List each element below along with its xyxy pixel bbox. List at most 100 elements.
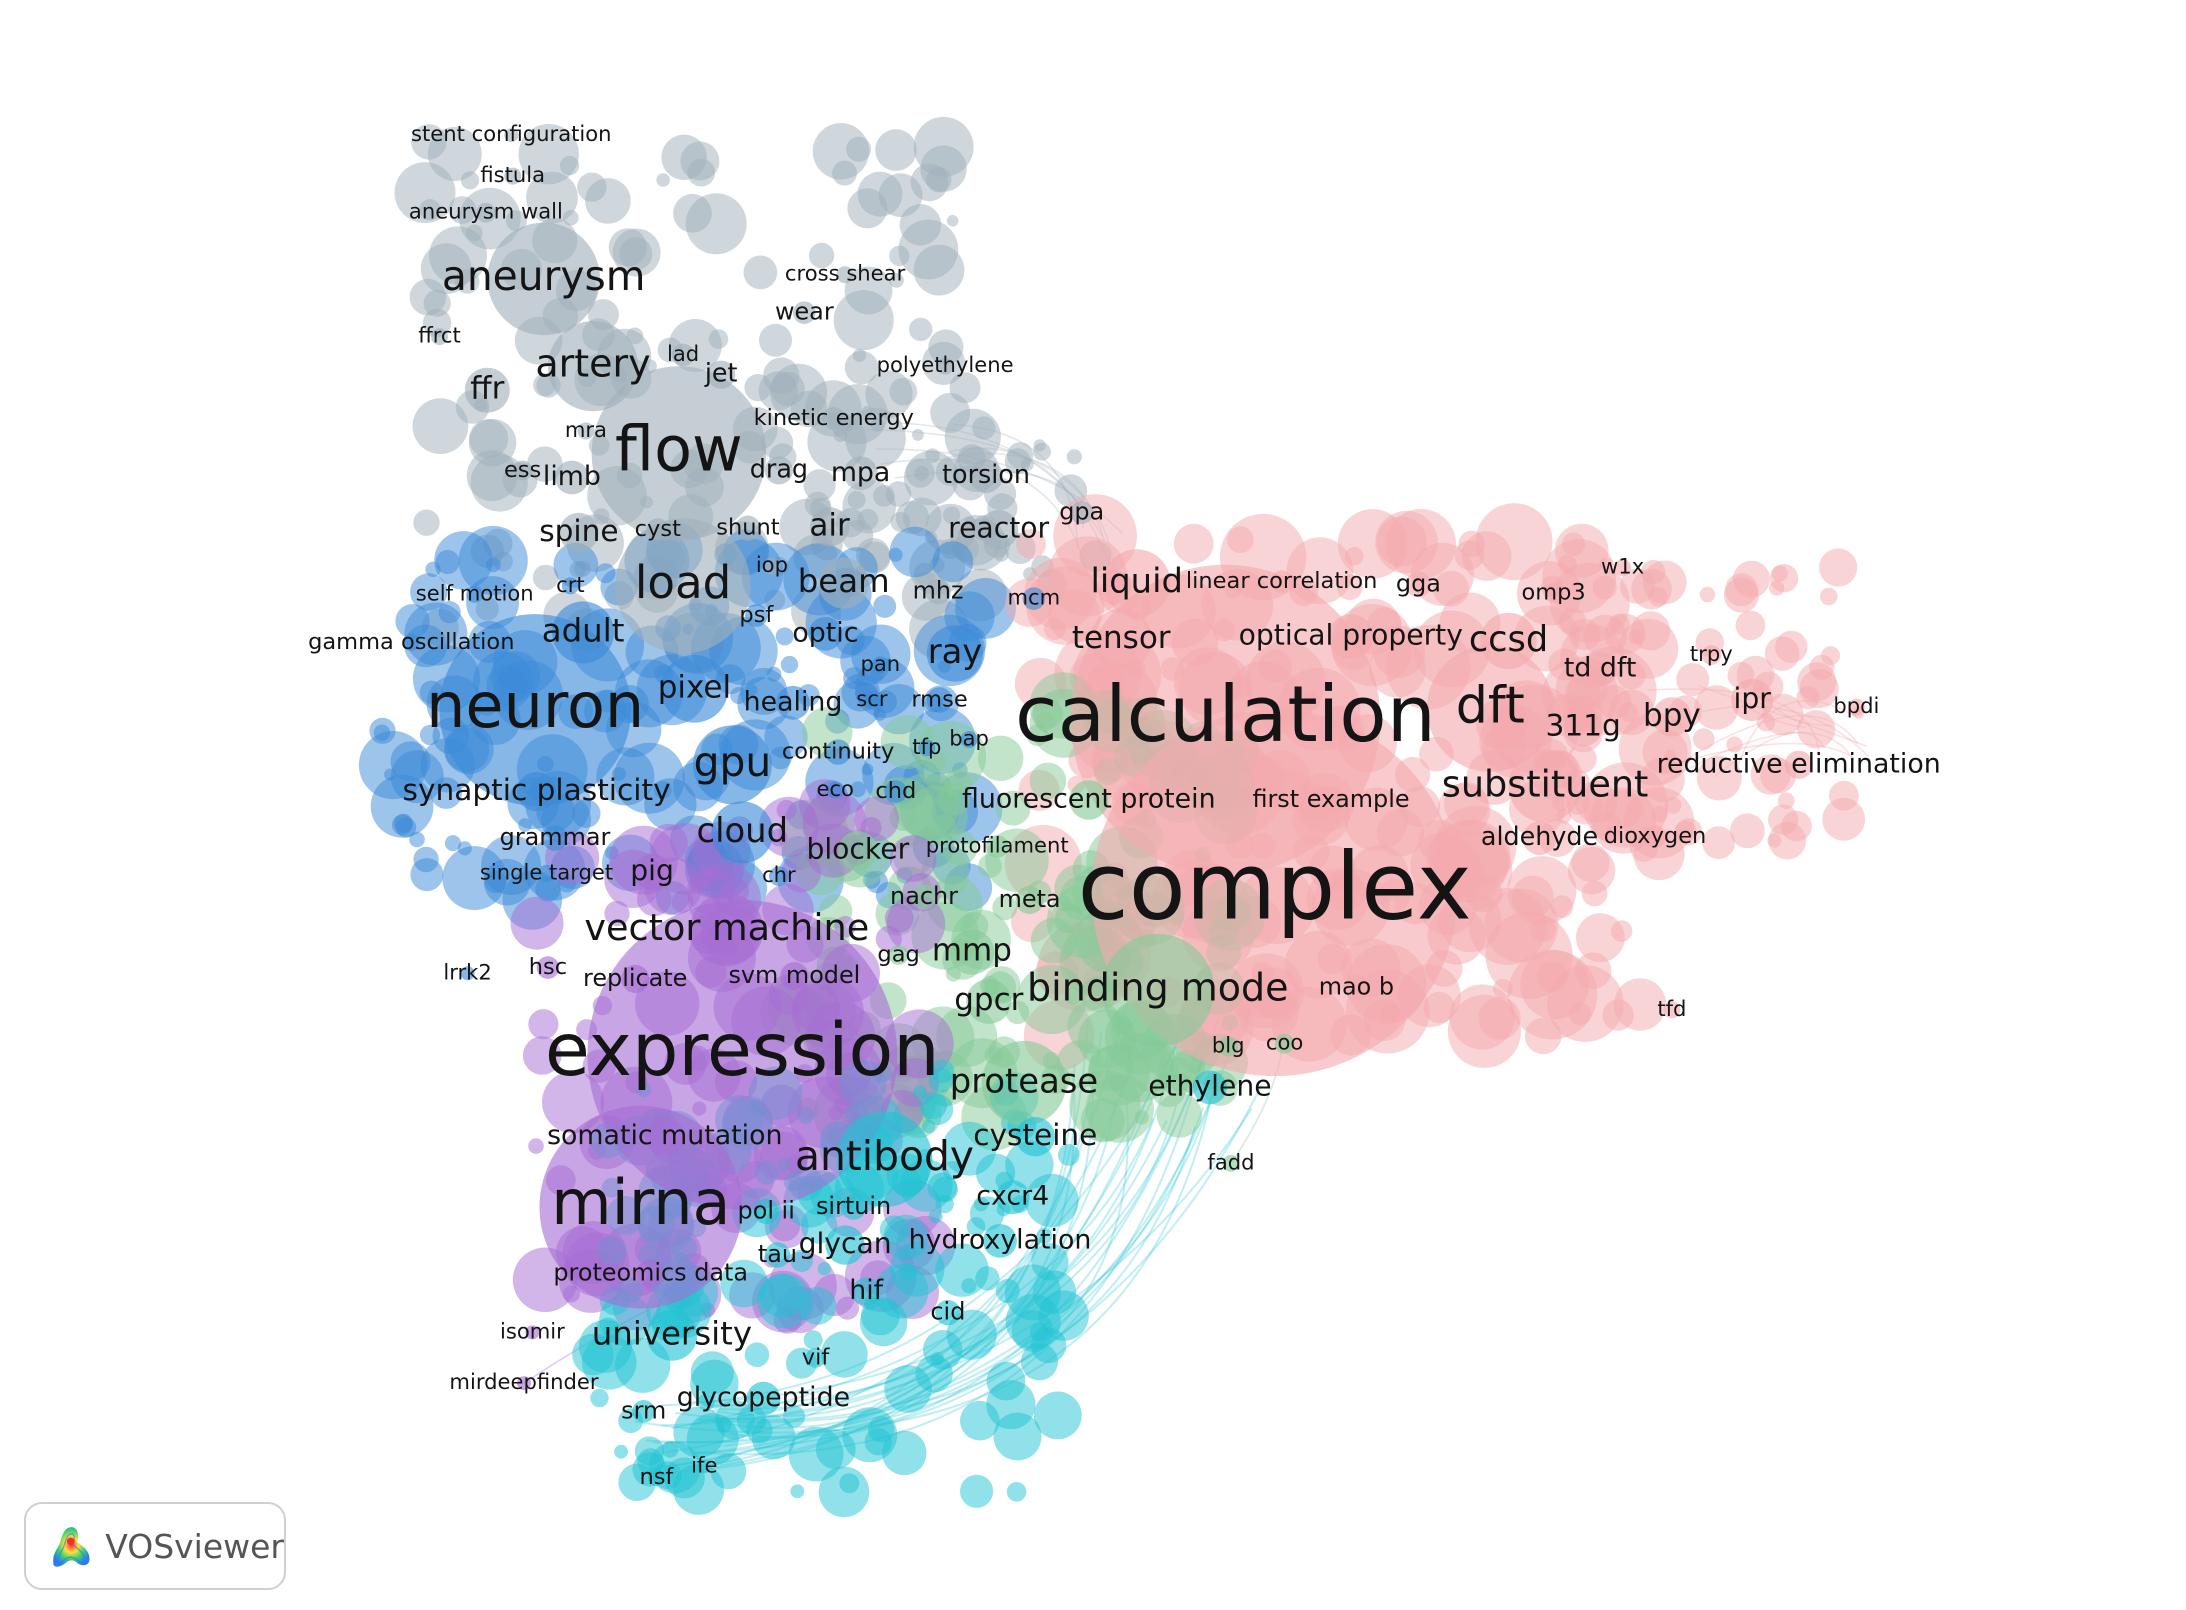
term-bubble[interactable] — [466, 585, 484, 603]
term-label[interactable]: bap — [949, 726, 989, 751]
term-bubble[interactable] — [843, 456, 878, 491]
term-label[interactable]: replicate — [583, 964, 687, 992]
term-bubble[interactable] — [840, 1194, 867, 1220]
node-bubble[interactable] — [764, 715, 808, 759]
node-bubble[interactable] — [847, 188, 888, 229]
node-bubble[interactable] — [1025, 1173, 1079, 1228]
node-bubble[interactable] — [510, 896, 564, 950]
term-label[interactable]: psf — [739, 602, 774, 628]
term-label[interactable]: fluorescent protein — [962, 784, 1216, 815]
term-label[interactable]: reductive elimination — [1657, 748, 1941, 779]
node-bubble[interactable] — [808, 242, 835, 269]
node-bubble[interactable] — [656, 173, 670, 187]
term-label[interactable]: mirdeepfinder — [449, 1369, 598, 1394]
term-bubble[interactable] — [1193, 1070, 1227, 1105]
node-bubble[interactable] — [690, 1359, 739, 1409]
term-label[interactable]: omp3 — [1521, 580, 1585, 606]
term-label[interactable]: tfd — [1657, 996, 1686, 1021]
term-bubble[interactable] — [711, 801, 774, 864]
node-bubble[interactable] — [654, 781, 672, 799]
term-label[interactable]: eco — [816, 776, 853, 801]
term-label[interactable]: scr — [856, 686, 888, 711]
term-label[interactable]: binding mode — [1027, 966, 1289, 1010]
node-bubble[interactable] — [960, 1400, 1000, 1441]
node-bubble[interactable] — [1548, 648, 1580, 681]
term-bubble[interactable] — [818, 557, 870, 609]
node-bubble[interactable] — [1822, 797, 1866, 841]
term-label[interactable]: reactor — [948, 512, 1049, 545]
term-bubble[interactable] — [949, 929, 995, 975]
term-label[interactable]: gga — [1396, 570, 1441, 598]
term-bubble[interactable] — [763, 557, 781, 575]
term-bubble[interactable] — [671, 343, 695, 367]
term-bubble[interactable] — [487, 222, 600, 336]
node-bubble[interactable] — [864, 1428, 892, 1456]
node-bubble[interactable] — [1026, 724, 1049, 747]
term-bubble[interactable] — [1070, 501, 1093, 524]
node-bubble[interactable] — [900, 1263, 917, 1280]
node-bubble[interactable] — [1599, 557, 1613, 571]
term-label[interactable]: proteomics data — [553, 1258, 748, 1286]
node-bubble[interactable] — [409, 831, 425, 848]
term-label[interactable]: pol ii — [738, 1196, 795, 1224]
node-bubble[interactable] — [972, 416, 996, 440]
node-bubble[interactable] — [803, 469, 836, 502]
term-label[interactable]: mcm — [1007, 585, 1060, 610]
node-bubble[interactable] — [1631, 611, 1671, 651]
term-bubble[interactable] — [645, 1117, 685, 1157]
node-bubble[interactable] — [1033, 1391, 1082, 1440]
node-bubble[interactable] — [1044, 617, 1066, 640]
term-bubble[interactable] — [1222, 1154, 1240, 1172]
term-bubble[interactable] — [969, 459, 1003, 493]
node-bubble[interactable] — [851, 624, 911, 684]
term-bubble[interactable] — [1090, 608, 1153, 671]
term-label[interactable]: load — [635, 556, 731, 609]
term-label[interactable]: glycan — [799, 1227, 892, 1260]
node-bubble[interactable] — [1447, 994, 1521, 1068]
term-label[interactable]: ccsd — [1469, 619, 1548, 660]
term-bubble[interactable] — [402, 633, 420, 651]
term-bubble[interactable] — [633, 853, 671, 891]
node-bubble[interactable] — [460, 171, 480, 190]
term-bubble[interactable] — [838, 831, 878, 871]
node-bubble[interactable] — [484, 871, 507, 894]
node-bubble[interactable] — [884, 1009, 954, 1079]
node-bubble[interactable] — [1651, 805, 1668, 823]
term-label[interactable]: crt — [556, 572, 585, 597]
node-bubble[interactable] — [759, 323, 792, 357]
term-bubble[interactable] — [966, 978, 1012, 1024]
node-bubble[interactable] — [1524, 1017, 1562, 1055]
term-bubble[interactable] — [1701, 645, 1722, 665]
node-bubble[interactable] — [763, 357, 800, 394]
node-bubble[interactable] — [890, 511, 911, 532]
term-label[interactable]: srm — [621, 1396, 666, 1424]
term-bubble[interactable] — [746, 1381, 781, 1416]
term-label[interactable]: shunt — [716, 515, 780, 541]
term-label[interactable]: healing — [744, 686, 843, 717]
term-bubble[interactable] — [504, 167, 522, 185]
term-label[interactable]: aneurysm — [442, 252, 646, 300]
node-bubble[interactable] — [932, 541, 974, 583]
node-bubble[interactable] — [1336, 574, 1363, 601]
term-bubble[interactable] — [561, 577, 579, 595]
term-label[interactable]: university — [592, 1314, 752, 1352]
term-bubble[interactable] — [1784, 750, 1813, 779]
node-bubble[interactable] — [527, 446, 563, 483]
node-bubble[interactable] — [608, 228, 647, 267]
term-bubble[interactable] — [1343, 974, 1370, 1001]
term-label[interactable]: cid — [930, 1298, 965, 1326]
node-bubble[interactable] — [1608, 613, 1630, 635]
node-bubble[interactable] — [410, 858, 444, 892]
term-label[interactable]: chr — [762, 862, 796, 887]
term-bubble[interactable] — [555, 460, 589, 495]
term-bubble[interactable] — [935, 1300, 961, 1326]
node-bubble[interactable] — [637, 881, 672, 917]
node-bubble[interactable] — [913, 244, 965, 296]
node-bubble[interactable] — [969, 1196, 1005, 1231]
term-label[interactable]: adult — [542, 611, 625, 649]
node-bubble[interactable] — [874, 1264, 929, 1319]
node-bubble[interactable] — [572, 1333, 614, 1376]
term-bubble[interactable] — [995, 1180, 1030, 1215]
node-bubble[interactable] — [518, 124, 579, 185]
